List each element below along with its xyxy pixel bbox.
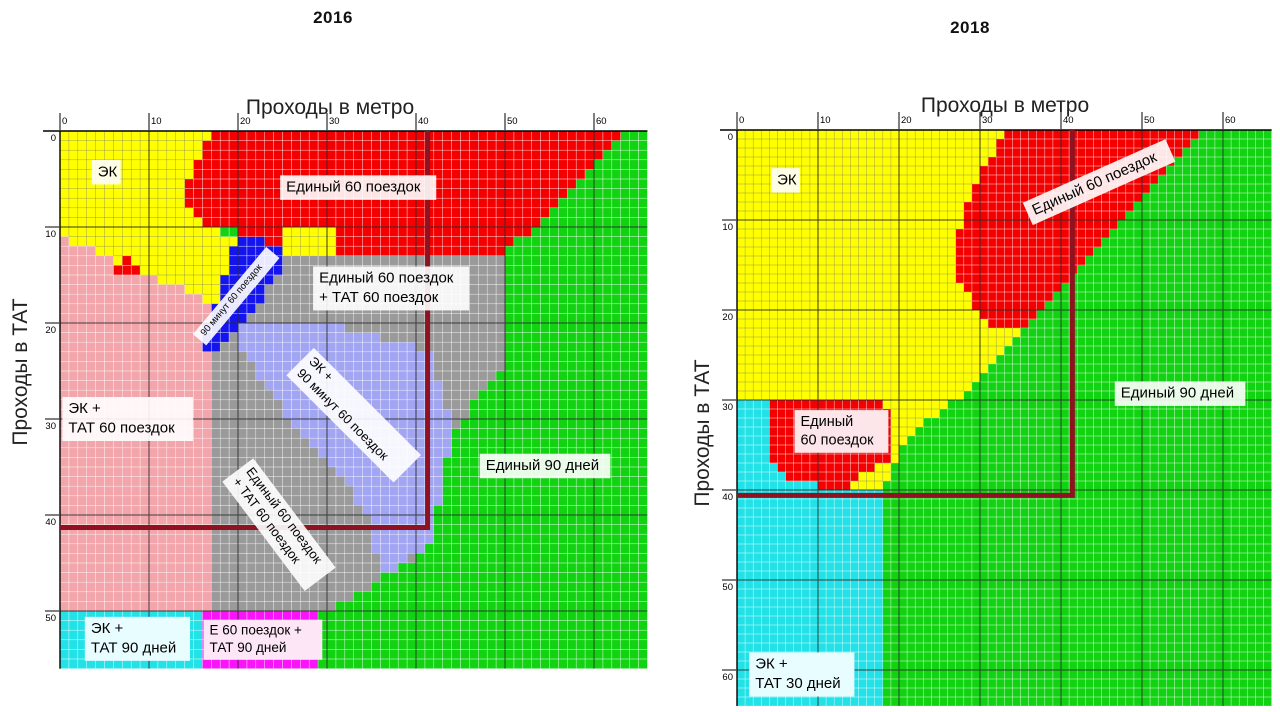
svg-text:ЭК: ЭК bbox=[777, 171, 797, 188]
svg-text:30: 30 bbox=[329, 116, 340, 127]
region-label: Единый 60 поездок bbox=[794, 410, 889, 453]
region-label: ЭК bbox=[771, 168, 800, 193]
svg-text:10: 10 bbox=[722, 222, 733, 233]
region-label: Единый 90 дней bbox=[1114, 381, 1246, 406]
svg-text:50: 50 bbox=[722, 582, 733, 593]
region-label: Единый 90 дней bbox=[479, 453, 611, 479]
svg-text:60: 60 bbox=[1225, 115, 1236, 126]
tick-marks bbox=[722, 112, 1224, 671]
svg-text:50: 50 bbox=[45, 613, 56, 624]
svg-text:10: 10 bbox=[820, 115, 831, 126]
svg-text:30: 30 bbox=[982, 115, 993, 126]
svg-text:ТАТ 60 поездок: ТАТ 60 поездок bbox=[68, 420, 175, 437]
axis-lines bbox=[43, 130, 648, 669]
svg-text:Единый 90 дней: Единый 90 дней bbox=[1121, 385, 1234, 402]
svg-text:40: 40 bbox=[1063, 115, 1074, 126]
svg-text:ЭК +: ЭК + bbox=[91, 620, 124, 637]
year-title-2016: 2016 bbox=[313, 8, 353, 27]
svg-text:20: 20 bbox=[722, 312, 733, 323]
svg-text:+ ТАТ 60 поездок: + ТАТ 60 поездок bbox=[319, 289, 439, 306]
svg-text:40: 40 bbox=[45, 517, 56, 528]
svg-text:ЭК +: ЭК + bbox=[755, 656, 788, 673]
tick-labels: 0 10 20 30 40 50 60 0 10 20 30 40 50 bbox=[45, 116, 606, 624]
svg-text:Е 60 поездок +: Е 60 поездок + bbox=[210, 622, 302, 637]
svg-text:20: 20 bbox=[45, 325, 56, 336]
svg-text:0: 0 bbox=[728, 132, 733, 143]
svg-text:Единый 90 дней: Единый 90 дней bbox=[486, 457, 599, 474]
region-label: ЭК + ТАТ 90 дней bbox=[84, 616, 191, 661]
svg-text:20: 20 bbox=[240, 116, 251, 127]
tick-marks bbox=[45, 113, 595, 612]
svg-text:ТАТ 90 дней: ТАТ 90 дней bbox=[210, 640, 287, 655]
region-label: Единый 60 поездок bbox=[280, 175, 437, 200]
region-label: Е 60 поездок + ТАТ 90 дней bbox=[203, 619, 323, 660]
svg-text:30: 30 bbox=[45, 421, 56, 432]
threshold-line bbox=[737, 130, 1075, 498]
svg-text:50: 50 bbox=[1144, 115, 1155, 126]
svg-text:10: 10 bbox=[45, 229, 56, 240]
svg-text:50: 50 bbox=[507, 116, 518, 127]
region-label: Единый 60 поездок + ТАТ 60 поездок bbox=[313, 266, 470, 311]
threshold-line bbox=[60, 131, 431, 530]
svg-text:ЭК +: ЭК + bbox=[68, 400, 101, 417]
tick-labels: 0 10 20 30 40 50 60 0 10 20 30 40 50 60 bbox=[722, 115, 1235, 683]
svg-text:ТАТ 30 дней: ТАТ 30 дней bbox=[755, 675, 840, 692]
region-label: ЭК + ТАТ 60 поездок bbox=[62, 397, 193, 441]
svg-text:40: 40 bbox=[418, 116, 429, 127]
svg-text:Единый 60 поездок: Единый 60 поездок bbox=[286, 179, 421, 196]
svg-text:20: 20 bbox=[901, 115, 912, 126]
svg-text:0: 0 bbox=[739, 115, 744, 126]
chart-2018: 0 10 20 30 40 50 60 0 10 20 30 40 50 60 ЭК Единый 60 по… bbox=[720, 112, 1272, 707]
svg-text:Единый 60 поездок: Единый 60 поездок bbox=[319, 270, 454, 287]
svg-text:60: 60 bbox=[722, 672, 733, 683]
region-label: ЭК + ТАТ 30 дней bbox=[749, 652, 855, 697]
svg-text:10: 10 bbox=[151, 116, 162, 127]
region-label: ЭК bbox=[91, 159, 121, 185]
svg-text:40: 40 bbox=[722, 492, 733, 503]
chart-2016: 0 10 20 30 40 50 60 0 10 20 30 40 50 ЭК Единый 60 поез… bbox=[43, 113, 648, 669]
y-axis-label-right: Проходы в ТАТ bbox=[691, 359, 714, 507]
svg-text:Единый: Единый bbox=[800, 414, 853, 430]
svg-text:0: 0 bbox=[51, 133, 56, 144]
chart-title-right: Проходы в метро bbox=[920, 94, 1090, 117]
svg-text:60 поездок: 60 поездок bbox=[800, 433, 874, 449]
svg-text:0: 0 bbox=[62, 116, 67, 127]
svg-text:30: 30 bbox=[722, 402, 733, 413]
svg-text:ЭК: ЭК bbox=[98, 163, 118, 180]
axis-lines bbox=[720, 129, 1272, 706]
y-axis-label-left: Проходы в ТАТ bbox=[9, 298, 32, 446]
svg-text:ТАТ 90 дней: ТАТ 90 дней bbox=[91, 640, 176, 657]
svg-text:60: 60 bbox=[596, 116, 607, 127]
year-title-2018: 2018 bbox=[950, 18, 990, 37]
chart-title-left: Проходы в метро bbox=[245, 96, 415, 119]
